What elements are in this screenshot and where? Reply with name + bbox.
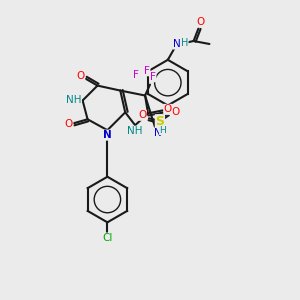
Text: O: O <box>196 17 205 27</box>
Text: O: O <box>76 71 85 81</box>
Text: N: N <box>173 39 181 49</box>
Text: S: S <box>155 115 164 128</box>
Text: H: H <box>160 126 166 135</box>
Text: O: O <box>172 107 180 117</box>
Text: F: F <box>144 66 150 76</box>
Text: N: N <box>103 130 112 140</box>
Text: F: F <box>150 72 156 82</box>
Text: O: O <box>64 119 73 129</box>
Text: NH: NH <box>128 126 143 136</box>
Text: O: O <box>164 104 172 114</box>
Text: Cl: Cl <box>102 233 112 243</box>
Text: O: O <box>138 110 146 120</box>
Text: NH: NH <box>66 95 82 106</box>
Text: N: N <box>154 128 162 138</box>
Text: H: H <box>181 38 188 48</box>
Text: F: F <box>133 70 139 80</box>
